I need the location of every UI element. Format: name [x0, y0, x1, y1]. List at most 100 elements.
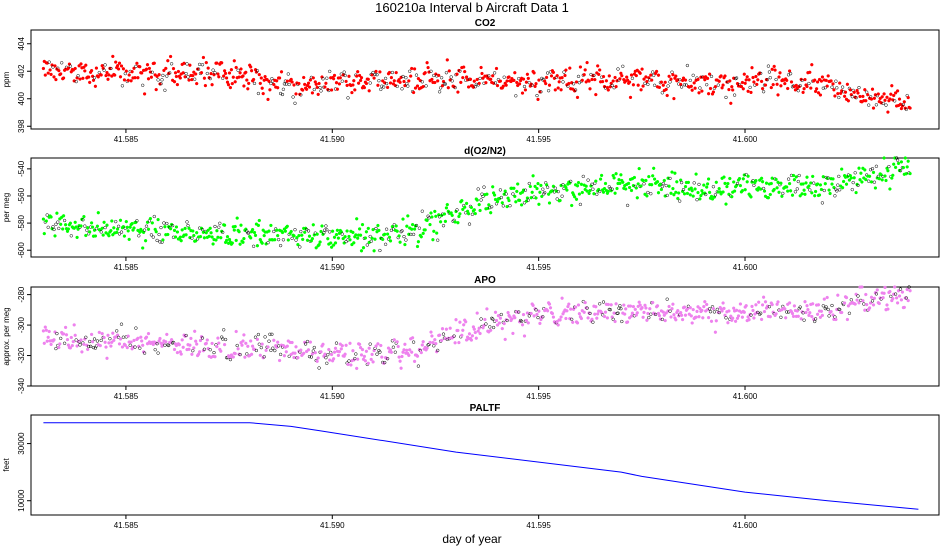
data-point	[266, 241, 270, 245]
data-point	[786, 189, 790, 193]
data-point	[664, 311, 668, 315]
data-point	[96, 211, 100, 215]
data-point	[750, 304, 754, 309]
data-point	[312, 345, 316, 350]
data-point	[45, 339, 49, 343]
data-point	[209, 231, 213, 235]
data-point	[286, 72, 290, 76]
data-point	[121, 225, 126, 229]
data-point	[815, 182, 820, 186]
data-point	[573, 88, 578, 92]
data-point	[775, 82, 779, 86]
data-point	[745, 75, 749, 79]
x-axis-label: day of year	[442, 532, 501, 546]
data-point	[677, 191, 681, 195]
data-point	[429, 69, 433, 73]
data-point	[568, 181, 572, 185]
data-point	[109, 66, 113, 71]
data-point	[706, 177, 711, 181]
data-point	[679, 310, 683, 315]
data-point	[679, 180, 684, 185]
data-point	[273, 238, 277, 242]
data-point	[762, 189, 767, 193]
data-point	[149, 75, 154, 79]
data-point	[495, 83, 500, 88]
data-point	[463, 205, 467, 209]
data-point	[580, 190, 584, 195]
data-point	[102, 220, 106, 224]
data-point	[790, 311, 795, 316]
data-point	[258, 81, 262, 86]
data-point	[682, 305, 687, 309]
data-point	[379, 87, 383, 92]
data-point	[428, 222, 432, 227]
data-point	[728, 176, 732, 181]
data-point	[367, 346, 371, 350]
data-point	[891, 296, 895, 301]
data-point	[826, 307, 830, 312]
data-point	[235, 343, 239, 348]
data-point	[729, 314, 733, 318]
data-point	[569, 307, 573, 311]
data-point	[849, 298, 853, 302]
data-point	[762, 309, 767, 314]
data-point	[198, 234, 203, 239]
data-point	[325, 361, 329, 365]
data-point	[395, 340, 399, 344]
data-point	[598, 177, 603, 181]
data-point	[700, 308, 704, 313]
data-point	[618, 181, 622, 186]
data-point	[102, 335, 106, 340]
data-point	[302, 351, 306, 355]
data-point	[689, 84, 693, 88]
data-point	[263, 74, 267, 79]
data-point	[537, 309, 541, 313]
data-point	[791, 314, 796, 319]
data-point	[699, 193, 703, 198]
data-point	[356, 357, 360, 361]
data-point	[742, 173, 746, 177]
data-point	[249, 65, 253, 69]
data-point	[384, 227, 389, 231]
data-point	[261, 91, 265, 96]
data-point	[725, 80, 729, 84]
data-point	[174, 74, 179, 79]
data-point	[683, 184, 688, 189]
data-point	[705, 76, 710, 81]
data-point	[256, 332, 261, 337]
data-point	[73, 220, 77, 224]
data-point	[127, 73, 131, 77]
data-point	[707, 307, 712, 311]
data-point	[574, 80, 579, 84]
data-point	[484, 81, 488, 85]
data-point	[823, 86, 827, 90]
data-point	[504, 192, 508, 196]
data-point	[397, 355, 401, 359]
data-point	[457, 340, 461, 345]
data-point	[813, 78, 817, 82]
data-point	[358, 78, 363, 83]
data-point	[635, 196, 639, 200]
data-point	[252, 230, 257, 235]
data-point	[801, 90, 805, 95]
data-point	[722, 306, 726, 311]
data-point	[568, 66, 572, 70]
data-point	[747, 78, 751, 82]
data-point	[394, 224, 398, 228]
data-point	[577, 312, 582, 316]
data-point	[521, 77, 526, 81]
data-point	[266, 97, 270, 102]
data-point	[819, 79, 824, 83]
plot-frame	[30, 286, 940, 387]
data-point	[123, 343, 127, 347]
data-point	[474, 82, 478, 87]
data-point	[528, 184, 532, 189]
data-point	[636, 83, 640, 87]
data-point	[714, 180, 718, 184]
data-point	[694, 172, 698, 176]
data-point	[232, 228, 236, 232]
data-point	[155, 342, 159, 346]
data-point	[420, 209, 424, 213]
data-point	[644, 178, 648, 183]
